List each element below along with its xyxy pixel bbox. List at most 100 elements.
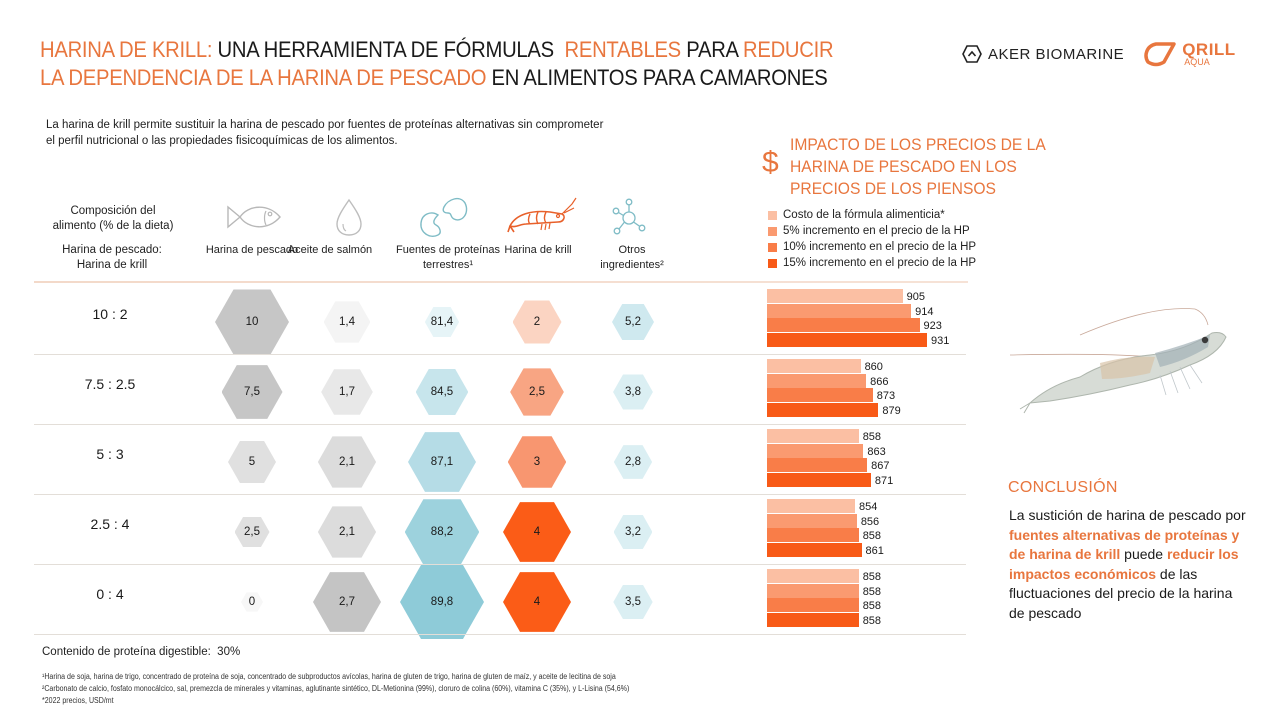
title-part: PARA <box>680 37 744 62</box>
legend-label: 15% incremento en el precio de la HP <box>783 257 977 269</box>
conclusion-title: CONCLUSIÓN <box>1008 479 1118 496</box>
impact-title: IMPACTO DE LOS PRECIOS DE LA HARINA DE P… <box>790 134 1046 200</box>
bar-0-1 <box>767 303 912 318</box>
ratio-label: 5 : 3 <box>96 446 124 462</box>
bar-value-label: 861 <box>865 544 884 557</box>
conclusion-text: La sustición de harina de pescado por fu… <box>1009 506 1249 623</box>
hex-value-fishmeal: 7,5 <box>221 365 283 419</box>
row-divider <box>34 634 966 635</box>
hex-value-terrestrial-protein: 87,1 <box>407 432 476 492</box>
hex-value-salmon-oil: 2,1 <box>317 506 377 558</box>
bar-4-0 <box>767 569 859 583</box>
hex-value-terrestrial-protein: 81,4 <box>424 306 460 338</box>
hex-value-terrestrial-protein: 88,2 <box>404 499 480 565</box>
legend-swatch <box>768 258 777 268</box>
title-part: LA DEPENDENCIA DE LA HARINA DE PESCADO <box>40 65 487 90</box>
column-header-salmon-oil: Aceite de salmón <box>287 244 373 256</box>
hex-value-fishmeal: 5 <box>228 440 276 484</box>
qrill-aqua-logo: QRILL AQUA <box>1142 40 1236 68</box>
bar-value-label: 873 <box>876 390 896 402</box>
hex-value-terrestrial-protein: 89,8 <box>400 565 484 639</box>
hex-value-other-ingredients: 2,8 <box>613 445 653 479</box>
beans-icon <box>420 197 468 237</box>
bar-1-2 <box>767 388 873 402</box>
impact-title-line: HARINA DE PESCADO EN LOS <box>790 157 1017 176</box>
bar-value-label: 858 <box>862 585 882 598</box>
bar-2-3 <box>767 472 871 487</box>
title-part: EN ALIMENTOS PARA CAMARONES <box>486 65 828 90</box>
hex-value-other-ingredients: 3,5 <box>613 584 653 620</box>
bar-value-label: 858 <box>862 600 882 612</box>
hex-value-salmon-oil: 1,7 <box>321 369 373 415</box>
hex-value-other-ingredients: 3,2 <box>613 514 653 550</box>
hexagon-logo-icon <box>962 45 982 63</box>
ratio-label: 0 : 4 <box>96 586 124 602</box>
oil-drop-icon <box>336 198 362 236</box>
bar-0-2 <box>767 318 920 332</box>
shrimp-photo <box>1009 308 1227 414</box>
bar-value-label: 923 <box>923 320 942 332</box>
column-header-terrestrial-protein: Fuentes de proteínas terrestres¹ <box>396 244 500 271</box>
row-divider <box>34 494 966 495</box>
digestible-protein-note: Contenido de proteína digestible: 30% <box>42 646 241 658</box>
column-header-krill-meal: Harina de krill <box>504 244 572 256</box>
qrill-drop-icon <box>1144 42 1176 67</box>
bar-value-label: 905 <box>906 291 926 303</box>
hex-value-terrestrial-protein: 84,5 <box>415 368 469 416</box>
title-part: UNA HERRAMIENTA DE FÓRMULAS <box>212 37 565 62</box>
fish-icon <box>227 205 281 229</box>
page-title: HARINA DE KRILL: UNA HERRAMIENTA DE FÓRM… <box>40 36 834 92</box>
legend-swatch <box>768 226 777 236</box>
molecule-icon <box>612 198 646 235</box>
footnote: *2022 precios, USD/mt <box>42 696 114 705</box>
footnotes: ¹Harina de soja, harina de trigo, concen… <box>42 671 629 707</box>
ratio-label: 7.5 : 2.5 <box>84 376 136 392</box>
bar-0-0 <box>767 289 903 303</box>
legend-item: 5% incremento en el precio de la HP <box>768 223 976 239</box>
bar-4-1 <box>767 583 859 598</box>
column-header-fishmeal: Harina de pescado <box>205 244 299 256</box>
bar-value-label: 858 <box>862 571 882 583</box>
ratio-header-label: Harina de pescado: Harina de krill <box>62 244 162 271</box>
legend-item: Costo de la fórmula alimenticia* <box>768 207 976 223</box>
hex-value-krill-meal: 2,5 <box>510 368 564 416</box>
bar-value-label: 863 <box>867 445 886 458</box>
bar-value-label: 871 <box>874 474 894 487</box>
bar-0-3 <box>767 332 927 347</box>
hex-value-other-ingredients: 3,8 <box>613 374 653 410</box>
bar-2-0 <box>767 429 859 443</box>
impact-title-line: IMPACTO DE LOS PRECIOS DE LA <box>790 135 1046 154</box>
hex-value-krill-meal: 2 <box>512 300 562 344</box>
title-line-2: LA DEPENDENCIA DE LA HARINA DE PESCADO E… <box>40 64 833 92</box>
bar-1-3 <box>767 402 879 417</box>
hex-value-other-ingredients: 5,2 <box>612 303 654 341</box>
ratio-label: 10 : 2 <box>92 306 128 322</box>
hex-value-salmon-oil: 1,4 <box>323 301 371 343</box>
conclusion-part: puede <box>1120 546 1167 562</box>
bar-value-label: 858 <box>862 614 882 627</box>
bar-4-3 <box>767 612 859 627</box>
hex-value-krill-meal: 4 <box>503 502 571 562</box>
bar-4-2 <box>767 598 859 612</box>
legend-label: 5% incremento en el precio de la HP <box>783 225 970 237</box>
bar-value-label: 867 <box>871 460 890 472</box>
qrill-logo-text: QRILL <box>1182 40 1236 59</box>
conclusion-part: de las fluctuaciones del precio de la ha… <box>1009 565 1233 621</box>
bar-value-label: 858 <box>862 431 882 443</box>
bar-3-2 <box>767 528 859 542</box>
footnote: ²Carbonato de calcio, fosfato monocálcic… <box>42 684 630 693</box>
qrill-logo-subtext: AQUA <box>1184 57 1210 67</box>
title-part: HARINA DE KRILL: <box>40 37 213 62</box>
column-header-other-ingredients: Otros ingredientes² <box>600 244 664 271</box>
intro-text: La harina de krill permite sustituir la … <box>46 119 604 147</box>
legend-label: 10% incremento en el precio de la HP <box>783 241 977 253</box>
bar-1-1 <box>767 373 867 388</box>
bar-value-label: 866 <box>870 375 889 388</box>
legend-swatch <box>768 242 777 252</box>
bar-3-0 <box>767 499 855 513</box>
row-divider <box>34 354 966 355</box>
composition-label: Composición del alimento (% de la dieta) <box>52 205 174 232</box>
aker-biomarine-logo: AKER BIOMARINE <box>962 45 1124 63</box>
hex-value-krill-meal: 3 <box>507 436 567 488</box>
conclusion-highlight: fuentes alternativas de proteínas y de h… <box>1009 526 1240 563</box>
